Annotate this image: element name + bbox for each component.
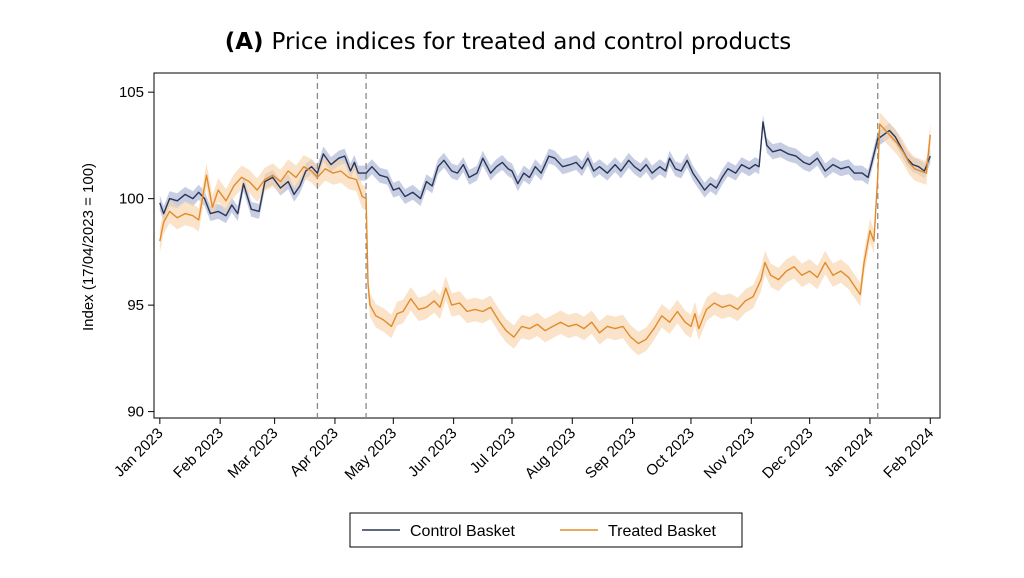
confidence-bands: [159, 112, 931, 356]
x-tick-label: Jul 2023: [467, 425, 519, 477]
x-tick-label: Sep 2023: [582, 425, 639, 482]
x-tick-label: Jun 2023: [405, 425, 461, 481]
x-tick-label: Jan 2023: [111, 425, 167, 481]
x-tick-label: May 2023: [342, 425, 401, 484]
legend-box: [349, 512, 743, 548]
series-lines: [159, 121, 931, 345]
y-axis: 90 95 100 105: [119, 84, 154, 421]
y-axis-label: Index (17/04/2023 = 100): [80, 163, 97, 331]
x-tick-label: Dec 2023: [759, 425, 816, 482]
x-tick-label: Oct 2023: [643, 425, 698, 480]
series-line-treated: [159, 123, 931, 345]
chart-title-text: Price indices for treated and control pr…: [272, 29, 792, 55]
y-tick-label: 90: [127, 404, 144, 421]
y-tick-label: 100: [119, 191, 144, 208]
y-tick-label: 105: [119, 84, 144, 101]
x-tick-label: Aug 2023: [522, 425, 579, 482]
legend: Control Basket Treated Basket: [349, 512, 743, 548]
x-tick-label: Jan 2024: [821, 425, 877, 481]
confidence-band-control: [159, 114, 931, 224]
legend-label-control: Control Basket: [410, 523, 515, 540]
series-line-control: [159, 121, 931, 217]
reference-lines: [316, 73, 879, 418]
x-tick-label: Feb 2023: [170, 425, 227, 482]
x-tick-label: Apr 2023: [287, 425, 342, 480]
legend-label-treated: Treated Basket: [608, 523, 716, 540]
chart-title-prefix: (A): [225, 29, 264, 55]
y-tick-label: 95: [127, 297, 144, 314]
chart-title: (A) Price indices for treated and control…: [225, 29, 792, 55]
x-tick-label: Feb 2024: [880, 425, 937, 482]
plot-frame: [153, 72, 941, 419]
x-tick-label: Nov 2023: [701, 425, 758, 482]
confidence-band-treated: [159, 112, 931, 356]
plot-area: [153, 72, 941, 419]
x-tick-label: Mar 2023: [225, 425, 282, 482]
